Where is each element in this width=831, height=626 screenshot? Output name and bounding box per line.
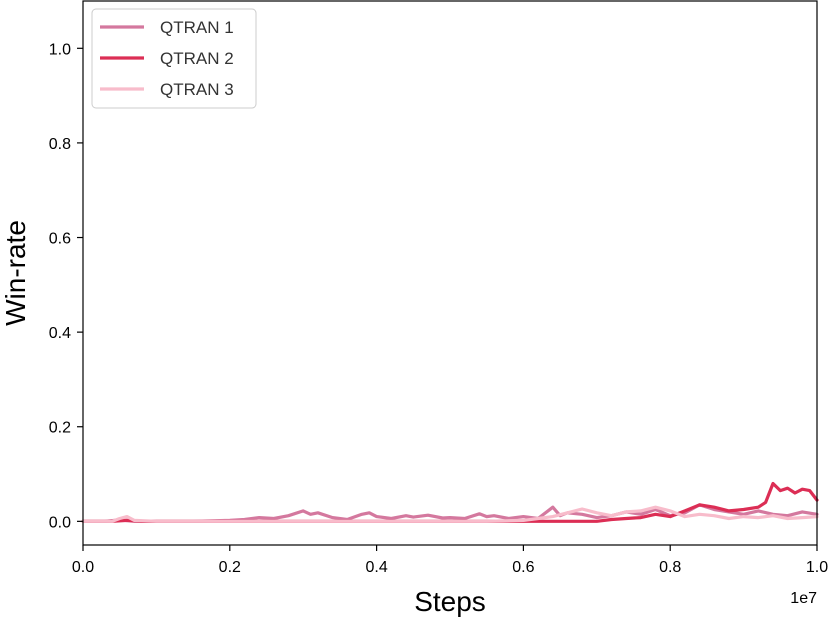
legend-label-3: QTRAN 3 xyxy=(160,80,234,99)
y-tick-label: 0.4 xyxy=(49,325,71,342)
legend-box xyxy=(91,8,257,109)
y-tick-label: 0.0 xyxy=(49,514,71,531)
y-tick-label: 1.0 xyxy=(49,41,71,58)
legend: QTRAN 1 QTRAN 2 QTRAN 3 xyxy=(91,8,257,109)
tick-layer: 0.0 0.2 0.4 0.6 0.8 1.0 0.0 0.2 0.4 0.6 0.8 1.0 xyxy=(49,41,828,576)
legend-label-2: QTRAN 2 xyxy=(160,49,234,68)
x-tick-label: 0.6 xyxy=(512,559,534,576)
series-layer xyxy=(81,481,819,523)
y-tick-label: 0.8 xyxy=(49,136,71,153)
x-tick-label: 0.8 xyxy=(659,559,681,576)
x-tick-label: 1.0 xyxy=(806,559,828,576)
series-line-3 xyxy=(81,505,819,523)
y-tick-label: 0.2 xyxy=(49,420,71,437)
plot-frame xyxy=(82,0,818,546)
x-axis-label: Steps xyxy=(414,586,486,617)
legend-label-1: QTRAN 1 xyxy=(160,18,234,37)
x-tick-label: 0.0 xyxy=(72,559,94,576)
y-axis-label: Win-rate xyxy=(0,220,31,326)
x-tick-label: 0.4 xyxy=(365,559,387,576)
x-axis-offset-label: 1e7 xyxy=(790,590,817,607)
x-tick-label: 0.2 xyxy=(219,559,241,576)
y-tick-label: 0.6 xyxy=(49,231,71,248)
